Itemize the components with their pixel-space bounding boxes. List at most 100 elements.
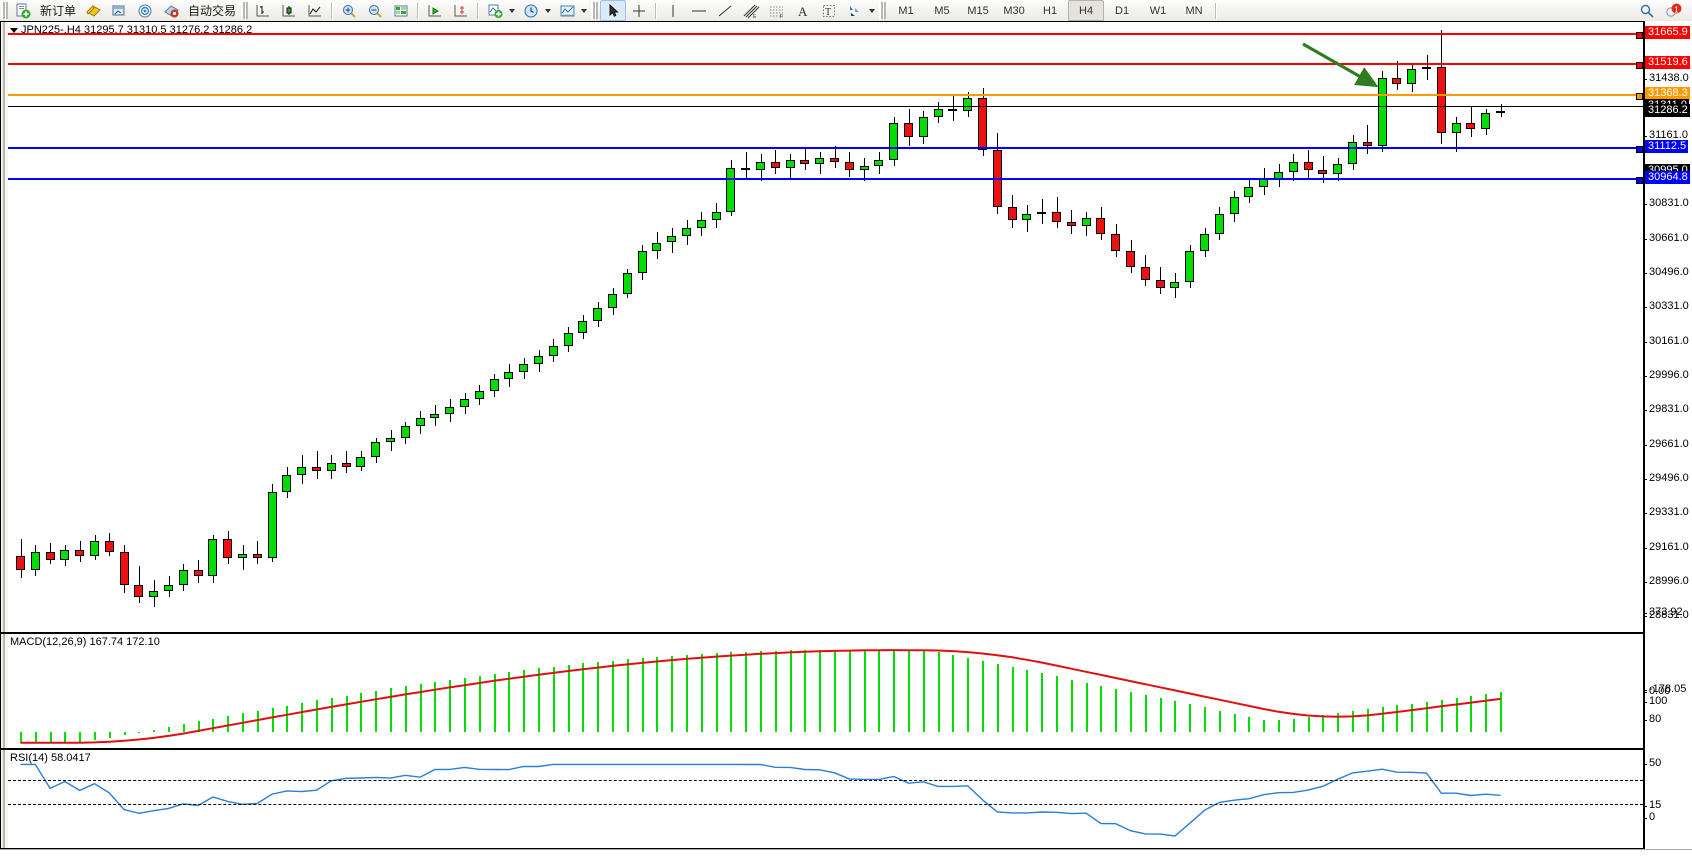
rsi-pane-grip[interactable]	[1, 750, 8, 848]
macd-histogram-bar	[1011, 667, 1014, 733]
price-tick: 31438.0	[1644, 72, 1689, 84]
toolbar-grip-2[interactable]	[241, 2, 249, 19]
timeframe-h1[interactable]: H1	[1043, 4, 1058, 17]
time-axis[interactable]: 9 May 20239 May 18:5510 May 10:5511 May …	[0, 849, 1692, 857]
resistance-line-31519[interactable]	[8, 62, 1643, 70]
auto-scroll-button[interactable]	[422, 0, 448, 21]
macd-histogram-bar	[715, 653, 718, 733]
signals-button[interactable]	[132, 0, 158, 21]
bar-chart-button[interactable]	[250, 0, 276, 21]
alerts-button[interactable]: 1	[1660, 0, 1686, 21]
pivot-line-31368-handle[interactable]	[1636, 93, 1643, 101]
new-order-button[interactable]	[10, 0, 36, 21]
macd-histogram-bar	[700, 654, 703, 733]
indicators-button[interactable]	[482, 0, 508, 21]
macd-histogram-bar	[301, 703, 304, 733]
support-line-31112-handle[interactable]	[1636, 146, 1643, 154]
new-order-label[interactable]: 新订单	[40, 4, 77, 18]
cursor-tool-button[interactable]	[600, 0, 627, 21]
macd-pane[interactable]: MACD(12,26,9) 167.74 172.10	[0, 633, 1644, 749]
candle-body	[90, 541, 99, 556]
horizontal-line-tool[interactable]	[686, 0, 712, 21]
support-line-30964-handle[interactable]	[1636, 176, 1643, 184]
timeframe-m1[interactable]: M1	[898, 4, 914, 17]
macd-histogram-bar	[390, 688, 392, 733]
macd-pane-grip[interactable]	[1, 634, 8, 748]
candle-body	[504, 372, 514, 379]
down-trend-arrow[interactable]	[1301, 40, 1391, 100]
indicators-chevron-down-icon[interactable]	[509, 8, 516, 13]
candle-body	[1170, 281, 1180, 288]
macd-histogram-bar	[94, 732, 96, 741]
macd-histogram-bar	[1278, 720, 1280, 733]
rsi-pane[interactable]: RSI(14) 58.0417	[0, 749, 1644, 849]
macd-histogram-bar	[256, 710, 259, 733]
macd-histogram-bar	[493, 673, 496, 733]
support-line-30964[interactable]	[8, 176, 1643, 184]
periods-button[interactable]	[518, 0, 544, 21]
macd-histogram-bar	[330, 697, 333, 733]
resistance-line-31665-handle[interactable]	[1636, 32, 1643, 40]
candle-wick	[1456, 116, 1458, 152]
label-tool[interactable]: T	[816, 0, 842, 21]
macd-histogram-bar	[108, 732, 111, 738]
pivot-line-31368[interactable]	[8, 93, 1643, 101]
crosshair-tool-button[interactable]	[626, 0, 652, 21]
timeframe-d1[interactable]: D1	[1115, 4, 1130, 17]
terminal-button[interactable]	[106, 0, 132, 21]
chart-title-legend: JPN225-,H4 31295.7 31310.5 31276.2 31286…	[10, 24, 252, 36]
timeframe-m15[interactable]: M15	[967, 4, 989, 17]
autotrading-button[interactable]	[158, 0, 184, 21]
search-button[interactable]	[1634, 0, 1660, 21]
candle-body	[800, 160, 810, 165]
support-line-31112[interactable]	[8, 146, 1643, 154]
macd-histogram-bar	[1070, 679, 1073, 733]
candle-body	[1451, 122, 1461, 134]
shapes-chevron-down-icon[interactable]	[869, 8, 876, 13]
candle-body	[1318, 170, 1328, 175]
macd-histogram-bar	[671, 655, 674, 733]
macd-histogram-bar	[745, 651, 748, 733]
periods-chevron-down-icon[interactable]	[545, 8, 552, 13]
collapse-triangle-icon[interactable]	[10, 27, 18, 33]
zoom-out-button[interactable]	[362, 0, 388, 21]
candle-body	[1288, 162, 1298, 173]
price-axis[interactable]: 31438.0 31161.0 30831.0 30661.0 30496.0 30331…	[1643, 21, 1692, 849]
zoom-in-button[interactable]	[336, 0, 362, 21]
shapes-tool[interactable]	[842, 0, 868, 21]
equidistant-channel-tool[interactable]: E	[738, 0, 764, 21]
macd-histogram-bar	[1130, 691, 1132, 733]
current-price-line[interactable]	[8, 106, 1643, 108]
candle-body	[238, 553, 247, 558]
fibonacci-tool[interactable]: F	[764, 0, 790, 21]
price-pane[interactable]: JPN225-,H4 31295.7 31310.5 31276.2 31286…	[0, 21, 1644, 633]
price-pane-grip[interactable]	[1, 22, 8, 632]
timeframe-mn[interactable]: MN	[1185, 4, 1203, 17]
toolbar-grip-3[interactable]	[591, 2, 599, 19]
autotrading-label[interactable]: 自动交易	[188, 4, 237, 18]
data-window-button[interactable]	[388, 0, 414, 21]
resistance-line-31519-handle[interactable]	[1636, 62, 1643, 70]
timeframe-h4[interactable]: H4	[1068, 0, 1105, 21]
expert-advisors-button[interactable]	[80, 0, 106, 21]
macd-histogram-bar	[360, 693, 363, 733]
text-tool[interactable]: A	[790, 0, 816, 21]
magnifier-icon	[1640, 4, 1654, 18]
templates-chevron-down-icon[interactable]	[581, 8, 588, 13]
toolbar-grip[interactable]	[1, 2, 8, 19]
toolbar-grip-4[interactable]	[879, 2, 887, 19]
timeframe-m5[interactable]: M5	[934, 4, 950, 17]
resistance-line-31665[interactable]	[8, 32, 1643, 40]
candle-body	[1126, 250, 1135, 268]
vertical-line-tool[interactable]	[660, 0, 686, 21]
timeframe-w1[interactable]: W1	[1149, 4, 1167, 17]
candle-body	[682, 228, 691, 237]
candlestick-chart-button[interactable]	[276, 0, 302, 21]
candle-wick	[1396, 61, 1398, 90]
rsi-tick-50: 50	[1643, 757, 1661, 769]
trendline-tool[interactable]	[712, 0, 738, 21]
line-chart-button[interactable]	[302, 0, 328, 21]
chart-shift-button[interactable]	[448, 0, 474, 21]
templates-button[interactable]	[554, 0, 580, 21]
timeframe-m30[interactable]: M30	[1003, 4, 1025, 17]
